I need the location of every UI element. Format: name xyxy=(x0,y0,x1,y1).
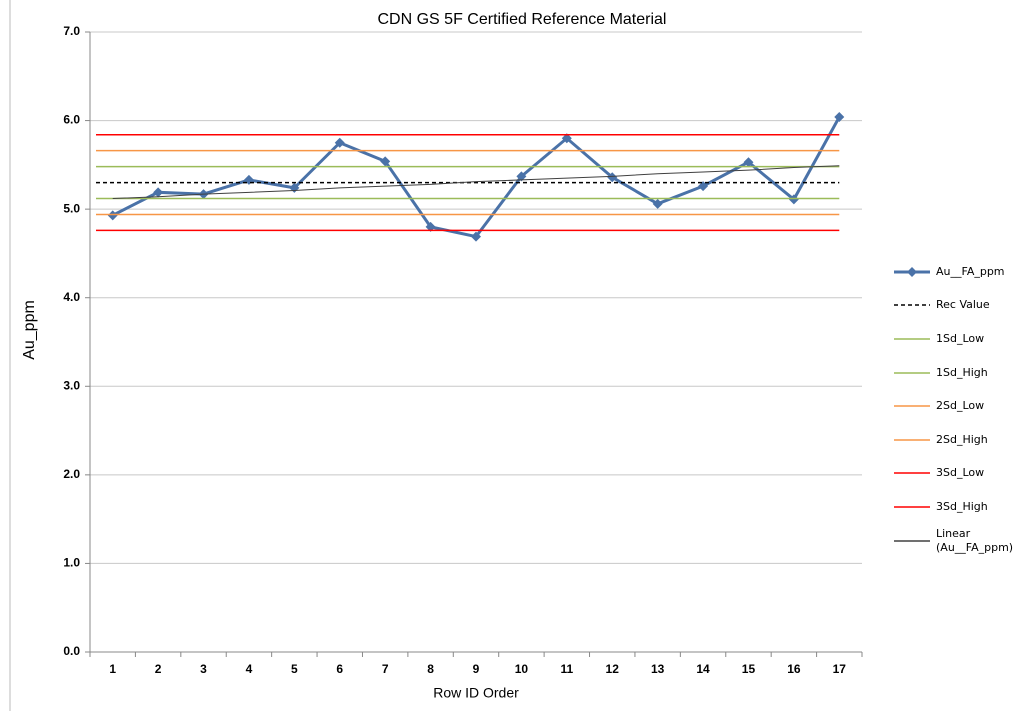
x-tick-label: 5 xyxy=(291,662,298,676)
point-marker xyxy=(743,157,754,168)
legend-swatch xyxy=(894,405,930,407)
x-tick-label: 3 xyxy=(200,662,207,676)
legend-swatch xyxy=(894,506,930,508)
y-tick-label: 5.0 xyxy=(63,201,80,215)
point-marker xyxy=(334,137,345,148)
point-marker xyxy=(516,171,527,182)
x-tick-label: 15 xyxy=(742,662,756,676)
legend-swatch xyxy=(894,371,930,374)
x-tick-label: 17 xyxy=(833,662,847,676)
legend-item: 1Sd_High xyxy=(892,356,1022,390)
legend-label: Rec Value xyxy=(936,298,990,312)
y-tick-label: 7.0 xyxy=(63,24,80,38)
y-tick-label: 2.0 xyxy=(63,467,80,481)
legend-label: 1Sd_High xyxy=(936,365,988,379)
legend-item: 3Sd_Low xyxy=(892,457,1022,491)
legend-item: 1Sd_Low xyxy=(892,322,1022,356)
point-marker xyxy=(607,172,618,183)
point-marker xyxy=(243,174,254,185)
point-marker xyxy=(788,194,799,205)
legend-item: Au__FA_ppm xyxy=(892,255,1022,289)
legend-swatch xyxy=(894,472,930,475)
legend-swatch xyxy=(894,304,930,307)
y-tick-label: 0.0 xyxy=(63,644,80,658)
point-marker xyxy=(153,187,164,198)
y-tick-label: 3.0 xyxy=(63,378,80,392)
x-tick-label: 9 xyxy=(473,662,480,676)
legend: Au__FA_ppm Rec Value 1Sd_Low 1Sd_High 2Sd_Lo… xyxy=(892,255,1022,557)
legend-label: 3Sd_High xyxy=(936,499,988,513)
point-marker xyxy=(698,181,709,192)
point-marker xyxy=(561,133,572,144)
x-tick-label: 4 xyxy=(246,662,253,676)
chart-title: CDN GS 5F Certified Reference Material xyxy=(378,11,667,28)
y-tick-label: 1.0 xyxy=(63,556,80,570)
point-marker xyxy=(380,156,391,167)
legend-label: 1Sd_Low xyxy=(936,331,985,345)
legend-item: 2Sd_Low xyxy=(892,389,1022,423)
legend-swatch xyxy=(894,439,930,441)
point-marker xyxy=(425,221,436,232)
legend-label: 2Sd_Low xyxy=(936,399,985,413)
y-axis-label: Au_ppm xyxy=(21,300,38,360)
x-tick-label: 8 xyxy=(427,662,434,676)
legend-label: Linear (Au__FA_ppm) xyxy=(936,526,1014,554)
point-marker xyxy=(107,210,118,221)
x-tick-label: 16 xyxy=(787,662,801,676)
x-tick-label: 2 xyxy=(155,662,162,676)
legend-label: Au__FA_ppm xyxy=(936,264,1005,278)
legend-label: 2Sd_High xyxy=(936,432,988,446)
legend-swatch xyxy=(894,266,930,277)
point-marker xyxy=(652,198,663,209)
x-tick-label: 1 xyxy=(109,662,116,676)
legend-label: 3Sd_Low xyxy=(936,466,985,480)
x-tick-label: 13 xyxy=(651,662,665,676)
x-tick-label: 10 xyxy=(515,662,529,676)
point-marker xyxy=(471,231,481,242)
y-tick-label: 4.0 xyxy=(63,290,80,304)
legend-item: Linear (Au__FA_ppm) xyxy=(892,524,1022,558)
x-tick-label: 6 xyxy=(336,662,343,676)
x-tick-label: 11 xyxy=(560,662,573,676)
legend-item: 2Sd_High xyxy=(892,423,1022,457)
x-tick-label: 7 xyxy=(382,662,389,676)
legend-swatch xyxy=(894,539,930,542)
point-marker xyxy=(834,112,845,123)
legend-item: Rec Value xyxy=(892,289,1022,323)
y-tick-label: 6.0 xyxy=(63,113,80,127)
x-tick-label: 12 xyxy=(606,662,620,676)
x-axis-label: Row ID Order xyxy=(433,685,519,701)
legend-swatch xyxy=(894,338,930,340)
trend-line xyxy=(112,165,840,200)
legend-marker xyxy=(907,266,917,277)
legend-item: 3Sd_High xyxy=(892,490,1022,524)
x-tick-label: 14 xyxy=(696,662,710,676)
